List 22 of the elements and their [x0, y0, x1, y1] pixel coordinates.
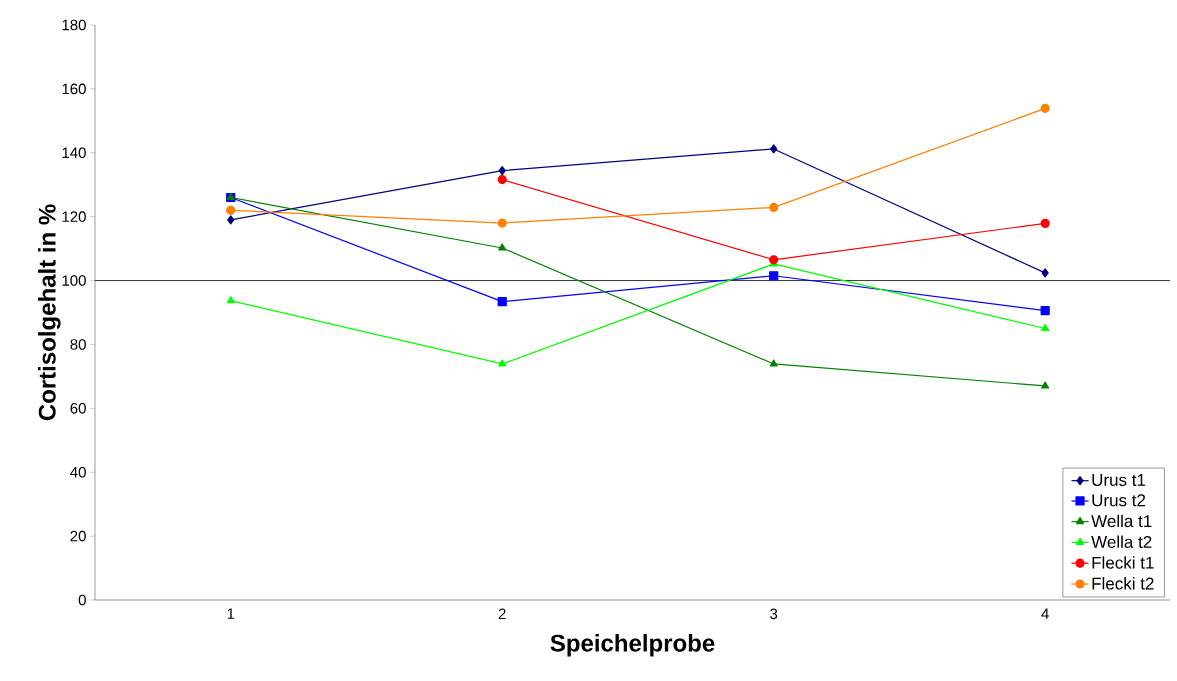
x-axis-title: Speichelprobe: [550, 634, 715, 657]
legend-label: Flecki t2: [1092, 577, 1154, 590]
y-tick-label: 40: [70, 466, 86, 478]
y-tick-label: 140: [62, 147, 86, 159]
x-tick-label: 2: [498, 608, 506, 620]
y-tick-label: 120: [62, 211, 86, 222]
y-tick-label: 180: [62, 19, 86, 31]
y-axis-title: Cortisolgehalt in %: [38, 204, 61, 421]
y-tick-label: 160: [62, 83, 86, 95]
y-tick-label: 80: [70, 339, 86, 350]
legend-label: Wella t2: [1091, 535, 1152, 548]
legend-label: Urus t2: [1092, 494, 1146, 507]
y-tick-label: 100: [62, 275, 86, 286]
y-tick-label: 60: [70, 403, 86, 414]
y-tick-label: 0: [78, 594, 86, 606]
x-tick-label: 4: [1041, 608, 1049, 619]
x-tick-label: 3: [770, 608, 778, 620]
legend-label: Wella t1: [1091, 514, 1152, 528]
legend-label: Flecki t1: [1092, 556, 1154, 569]
legend-label: Urus t1: [1092, 474, 1146, 486]
x-tick-label: 1: [227, 608, 235, 619]
y-tick-label: 20: [70, 530, 86, 542]
